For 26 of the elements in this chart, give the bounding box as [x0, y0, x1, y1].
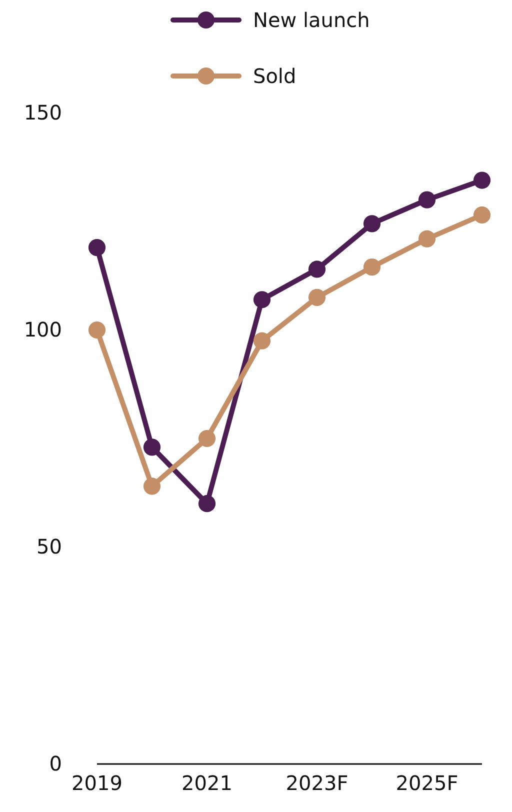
point	[418, 230, 436, 248]
legend-label: New launch	[253, 8, 370, 32]
point	[308, 260, 326, 278]
point	[198, 430, 216, 448]
y-tick-label: 100	[24, 317, 62, 342]
point	[198, 495, 216, 512]
point	[418, 191, 436, 208]
point	[88, 239, 106, 256]
x-tick-label: 2023F	[286, 771, 348, 796]
point	[143, 438, 161, 456]
point	[473, 172, 491, 189]
point	[308, 288, 326, 306]
y-tick-label: 50	[36, 534, 62, 558]
x-tick-label: 2021	[182, 771, 232, 796]
point	[363, 258, 381, 276]
x-tick-label: 2025F	[396, 771, 458, 796]
point	[88, 321, 106, 339]
point	[473, 206, 491, 224]
point	[253, 332, 271, 350]
x-tick-label: 2019	[72, 771, 122, 796]
y-tick-label: 150	[24, 100, 62, 124]
point	[253, 291, 271, 308]
legend-label: Sold	[253, 64, 296, 88]
point	[143, 478, 161, 495]
point	[363, 215, 381, 232]
y-tick-label: 0	[49, 751, 62, 776]
